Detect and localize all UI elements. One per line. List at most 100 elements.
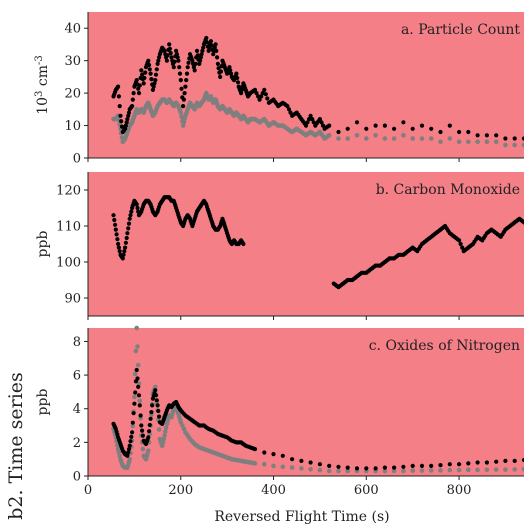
data-point: [126, 447, 132, 452]
data-point: [475, 467, 480, 473]
data-point: [215, 61, 220, 66]
data-point: [183, 84, 188, 89]
data-point: [345, 126, 350, 131]
data-point: [354, 120, 360, 125]
data-point: [184, 78, 189, 83]
data-point: [299, 458, 304, 463]
data-point: [118, 113, 123, 118]
data-point: [133, 390, 138, 395]
data-point: [401, 120, 406, 125]
data-point: [129, 434, 134, 439]
data-point: [174, 48, 179, 54]
data-point: [326, 133, 332, 138]
data-point: [419, 468, 425, 473]
data-point: [512, 458, 517, 463]
data-point: [128, 439, 133, 444]
x-tick-label: 400: [261, 483, 286, 498]
data-point: [204, 40, 210, 45]
data-point: [136, 86, 141, 91]
panel-carbon-monoxide-series-black: [111, 195, 246, 261]
data-point: [364, 126, 369, 131]
data-point: [134, 325, 139, 331]
data-point: [317, 467, 323, 473]
data-point: [234, 71, 239, 76]
data-point: [305, 120, 310, 125]
data-point: [303, 123, 309, 128]
data-point: [317, 462, 322, 467]
data-point: [447, 462, 452, 467]
data-point: [171, 65, 176, 70]
data-point: [327, 463, 332, 468]
data-point: [195, 53, 200, 58]
data-point: [392, 126, 397, 131]
data-point: [419, 123, 425, 128]
data-point: [119, 119, 124, 124]
data-point: [494, 133, 499, 138]
data-point: [216, 66, 221, 71]
data-point: [494, 459, 499, 464]
data-point: [438, 139, 443, 145]
data-point: [373, 133, 378, 138]
data-point: [135, 205, 140, 211]
data-point: [112, 217, 117, 223]
data-point: [212, 45, 217, 50]
panel-particle-count-y-tick-label: 20: [64, 87, 81, 102]
panel-carbon-monoxide-y-tick-label: 120: [56, 184, 81, 199]
data-point: [252, 461, 258, 466]
data-point: [117, 249, 122, 254]
panel-carbon-monoxide-y-tick-label: 110: [56, 220, 81, 235]
data-point: [146, 58, 151, 63]
data-point: [167, 46, 172, 51]
data-point: [116, 241, 121, 247]
data-point: [206, 48, 211, 54]
data-point: [213, 42, 218, 47]
data-point: [211, 52, 216, 57]
data-point: [252, 447, 258, 452]
data-point: [382, 123, 387, 128]
data-point: [447, 123, 452, 128]
data-point: [150, 87, 155, 92]
data-point: [147, 422, 152, 428]
data-point: [419, 136, 425, 141]
data-point: [140, 428, 145, 433]
data-point: [190, 58, 195, 63]
data-point: [137, 403, 142, 408]
data-point: [136, 91, 142, 96]
data-point: [157, 414, 162, 419]
data-point: [308, 460, 313, 465]
data-point: [172, 59, 177, 64]
data-point: [289, 465, 295, 470]
data-point: [239, 87, 244, 92]
data-point: [336, 468, 341, 474]
panel-particle-count-title: a. Particle Count: [401, 22, 520, 38]
panel-carbon-monoxide-y-tick-label: 100: [56, 256, 81, 271]
data-point: [192, 68, 197, 73]
data-point: [259, 94, 264, 99]
panel-oxides-of-nitrogen-background: [88, 328, 524, 476]
data-point: [456, 139, 462, 145]
data-point: [310, 117, 315, 122]
x-tick-label: 200: [168, 483, 193, 498]
data-point: [257, 97, 262, 102]
panel-carbon-monoxide-background: [88, 172, 524, 316]
data-point: [140, 433, 145, 438]
data-point: [185, 65, 190, 70]
data-point: [163, 425, 169, 431]
data-point: [438, 463, 443, 468]
data-point: [149, 77, 154, 82]
data-point: [484, 139, 490, 145]
data-point: [134, 78, 139, 83]
data-point: [132, 394, 137, 400]
data-point: [241, 241, 246, 247]
data-point: [147, 429, 152, 434]
data-point: [164, 58, 169, 63]
x-axis-label: Reversed Flight Time (s): [214, 509, 389, 524]
data-point: [466, 461, 471, 466]
data-point: [178, 78, 183, 83]
data-point: [126, 110, 132, 115]
data-point: [154, 67, 159, 72]
data-point: [382, 465, 387, 470]
data-point: [466, 129, 471, 135]
panel-carbon-monoxide-series-black: [331, 216, 524, 290]
